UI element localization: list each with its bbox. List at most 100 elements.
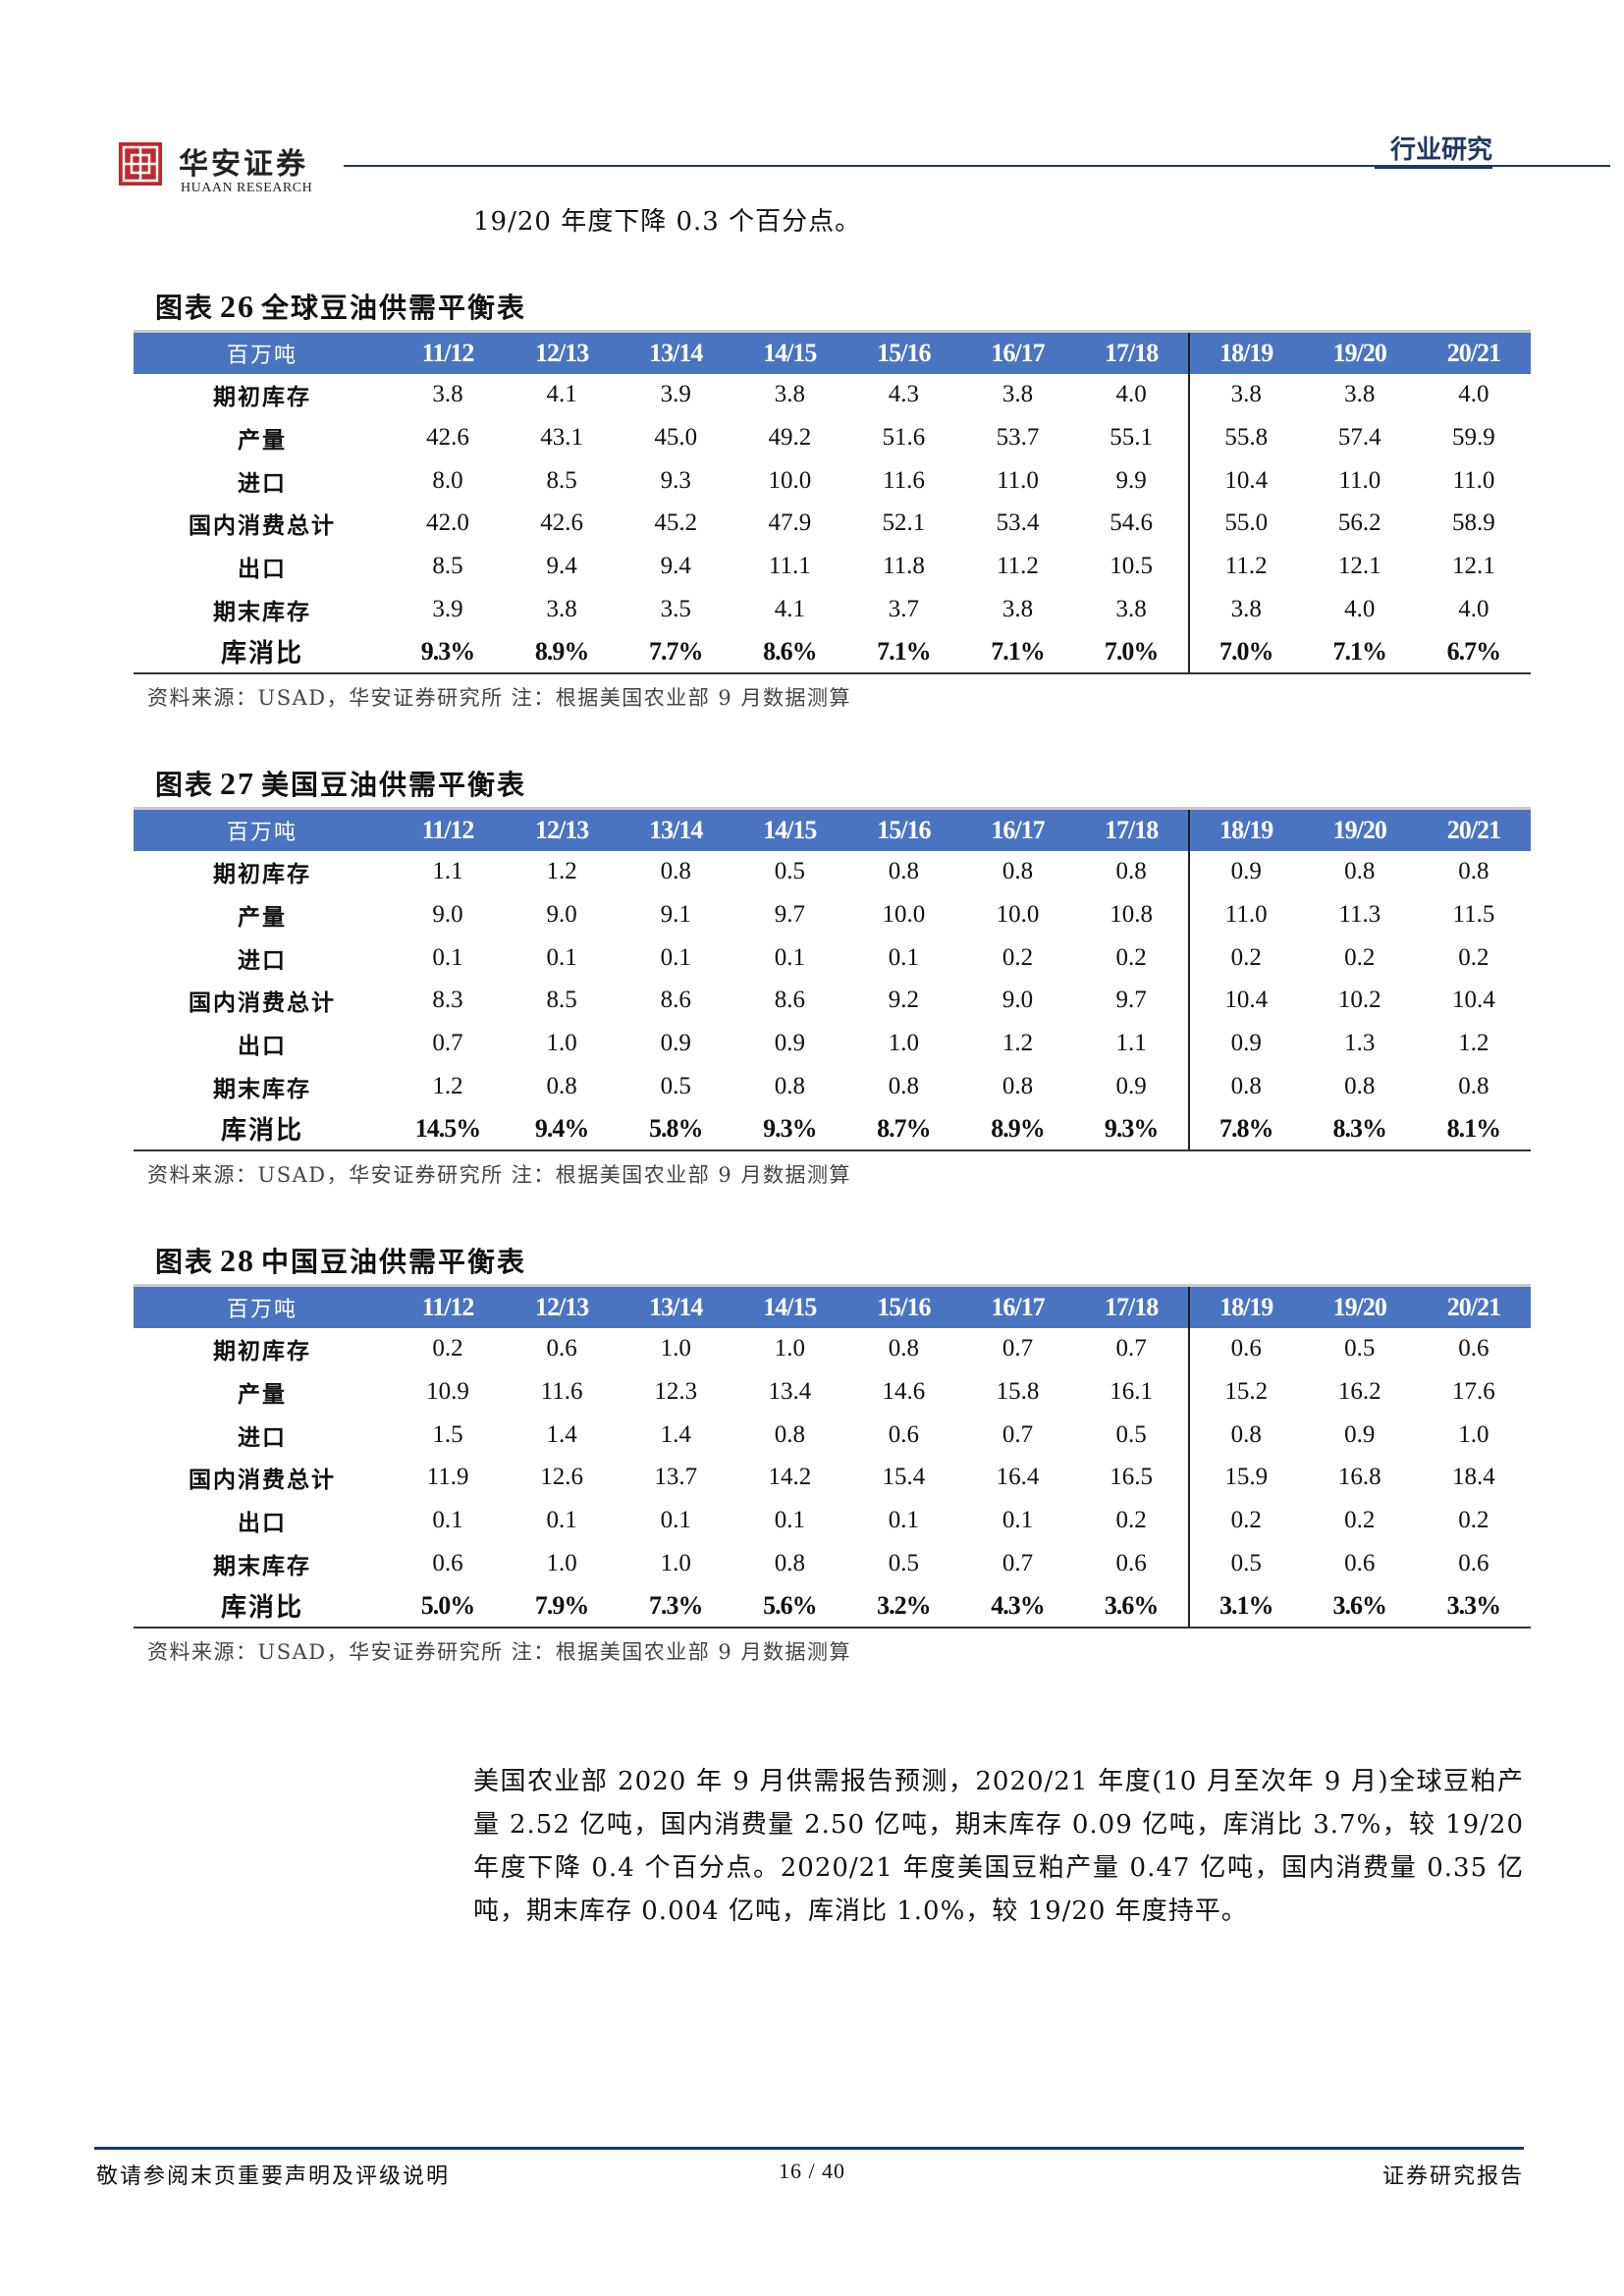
year-header: 19/20 bbox=[1302, 1284, 1417, 1328]
year-header: 17/18 bbox=[1074, 1284, 1190, 1328]
table-cell: 1.1 bbox=[432, 858, 463, 885]
table-cell: 11.6 bbox=[883, 466, 925, 494]
table-cell: 9.7 bbox=[774, 901, 805, 929]
table-cell: 11.8 bbox=[883, 553, 925, 580]
unit-header: 百万吨 bbox=[134, 807, 391, 851]
table-cell: 0.1 bbox=[774, 943, 805, 971]
table-cell: 0.5 bbox=[1230, 1549, 1262, 1576]
table-row: 出口 0.7 1.0 0.9 0.9 1.0 1.2 1.1 0.9 1.3 1.2 bbox=[134, 1022, 1531, 1065]
table-cell: 0.2 bbox=[1001, 943, 1034, 971]
year-header: 18/19 bbox=[1188, 1284, 1303, 1328]
table-cell: 3.1% bbox=[1188, 1584, 1303, 1629]
table-cell: 10.2 bbox=[1337, 987, 1381, 1014]
year-header: 17/18 bbox=[1074, 330, 1190, 374]
table-cell: 12.1 bbox=[1452, 553, 1495, 580]
table-cell: 9.4% bbox=[505, 1107, 620, 1152]
figure-label: 图表 bbox=[155, 292, 215, 324]
table-cell: 4.1 bbox=[546, 381, 577, 408]
year-header: 20/21 bbox=[1416, 1284, 1531, 1328]
table-cell: 0.2 bbox=[1230, 943, 1262, 971]
table-cell: 8.5 bbox=[546, 466, 577, 494]
row-label: 期末库存 bbox=[213, 1553, 311, 1579]
table-cell: 14.5% bbox=[391, 1107, 506, 1152]
table-row: 期末库存 1.2 0.8 0.5 0.8 0.8 0.8 0.9 0.8 0.8 0.8 bbox=[134, 1064, 1531, 1108]
table-row: 期末库存 0.6 1.0 1.0 0.8 0.5 0.7 0.6 0.5 0.6 0.6 bbox=[134, 1541, 1531, 1585]
table-cell: 9.3% bbox=[391, 630, 506, 675]
table-cell: 0.8 bbox=[774, 1549, 805, 1576]
year-header: 16/17 bbox=[960, 1284, 1075, 1328]
table-cell: 10.9 bbox=[426, 1378, 469, 1406]
table-cell: 0.2 bbox=[432, 1335, 463, 1362]
row-label: 进口 bbox=[238, 470, 287, 497]
table-cell: 0.6 bbox=[546, 1335, 577, 1362]
table-row: 产量 42.6 43.1 45.0 49.2 51.6 53.7 55.1 55.8 57.4 59… bbox=[134, 416, 1531, 459]
table-cell: 12.6 bbox=[540, 1464, 584, 1491]
year-header: 15/16 bbox=[846, 330, 961, 374]
table-cell: 0.8 bbox=[1458, 1072, 1489, 1099]
figure-title-text: 中国豆油供需平衡表 bbox=[261, 1246, 527, 1278]
year-header: 18/19 bbox=[1188, 807, 1303, 851]
table-source-note: 资料来源：USAD，华安证券研究所 注：根据美国农业部 9 月数据测算 bbox=[147, 686, 851, 711]
table-row: 出口 0.1 0.1 0.1 0.1 0.1 0.1 0.2 0.2 0.2 0.2 bbox=[134, 1499, 1531, 1542]
table-cell: 16.1 bbox=[1074, 1370, 1190, 1414]
row-label: 期初库存 bbox=[213, 385, 311, 411]
year-header: 13/14 bbox=[619, 1284, 733, 1328]
table-cell: 9.2 bbox=[888, 987, 920, 1014]
table-cell: 11.0 bbox=[1452, 466, 1495, 494]
table-cell: 0.6 bbox=[1230, 1335, 1262, 1362]
row-label: 产量 bbox=[238, 1382, 287, 1409]
year-header: 20/21 bbox=[1416, 807, 1531, 851]
table-cell: 1.2 bbox=[1458, 1030, 1489, 1057]
table-cell: 8.3% bbox=[1302, 1107, 1417, 1152]
table-cell: 1.4 bbox=[546, 1420, 577, 1448]
table-cell: 0.5 bbox=[1344, 1335, 1376, 1362]
table-cell: 0.5 bbox=[774, 858, 805, 885]
table-cell: 1.0 bbox=[546, 1030, 577, 1057]
table-cell: 4.1 bbox=[774, 595, 805, 622]
table-cell: 8.1% bbox=[1416, 1107, 1531, 1152]
body-paragraph: 美国农业部 2020 年 9 月供需报告预测，2020/21 年度(10 月至次… bbox=[473, 1767, 1524, 1926]
row-label: 库消比 bbox=[134, 1107, 391, 1152]
table-cell: 0.6 bbox=[1458, 1335, 1489, 1362]
figure-number: 28 bbox=[220, 1243, 256, 1278]
table-cell: 8.9% bbox=[960, 1107, 1075, 1152]
table-cell: 0.9 bbox=[1230, 1030, 1262, 1057]
row-label: 产量 bbox=[238, 905, 287, 932]
table-cell: 0.8 bbox=[546, 1072, 577, 1099]
table-cell: 4.0 bbox=[1458, 595, 1489, 622]
supply-demand-table: 百万吨 11/12 12/13 13/14 14/15 15/16 16/17 17/18 18… bbox=[134, 330, 1531, 675]
table-header-row: 百万吨 11/12 12/13 13/14 14/15 15/16 16/17 17/18 18… bbox=[134, 1284, 1531, 1328]
table-figure: 图表 27 美国豆油供需平衡表 百万吨 11/12 12/13 13/14 14/15 15/1… bbox=[134, 764, 1531, 1189]
table-cell: 51.6 bbox=[882, 424, 926, 452]
table-cell: 10.0 bbox=[996, 901, 1040, 929]
table-cell: 14.6 bbox=[882, 1378, 926, 1406]
supply-demand-table: 百万吨 11/12 12/13 13/14 14/15 15/16 16/17 17/18 18… bbox=[134, 1284, 1531, 1629]
year-header: 15/16 bbox=[846, 1284, 961, 1328]
table-cell: 0.1 bbox=[432, 1507, 463, 1534]
table-title: 图表 28 中国豆油供需平衡表 bbox=[134, 1241, 1531, 1284]
table-cell: 11.3 bbox=[1338, 901, 1381, 929]
row-label: 国内消费总计 bbox=[189, 1468, 336, 1494]
table-cell: 53.4 bbox=[996, 509, 1040, 537]
table-cell: 3.3% bbox=[1416, 1584, 1531, 1629]
table-cell: 0.6 bbox=[1074, 1541, 1190, 1585]
table-cell: 1.3 bbox=[1344, 1030, 1376, 1057]
table-cell: 47.9 bbox=[768, 509, 812, 537]
table-cell: 8.6 bbox=[660, 987, 691, 1014]
table-cell: 9.0 bbox=[1001, 987, 1034, 1014]
table-row: 期末库存 3.9 3.8 3.5 4.1 3.7 3.8 3.8 3.8 4.0 4.0 bbox=[134, 587, 1531, 631]
table-cell: 13.4 bbox=[768, 1378, 812, 1406]
table-cell: 8.7% bbox=[846, 1107, 961, 1152]
table-cell: 3.9 bbox=[432, 595, 463, 622]
table-cell: 9.3 bbox=[660, 466, 691, 494]
year-header: 11/12 bbox=[391, 807, 506, 851]
year-header: 13/14 bbox=[619, 807, 733, 851]
unit-header: 百万吨 bbox=[134, 330, 391, 374]
table-cell: 10.0 bbox=[882, 901, 926, 929]
table-cell: 13.7 bbox=[654, 1464, 698, 1491]
year-header: 14/15 bbox=[732, 1284, 847, 1328]
table-cell: 3.8 bbox=[1074, 587, 1190, 631]
table-cell: 54.6 bbox=[1074, 502, 1190, 546]
year-header: 19/20 bbox=[1302, 807, 1417, 851]
table-row: 进口 8.0 8.5 9.3 10.0 11.6 11.0 9.9 10.4 11.0 11.0 bbox=[134, 458, 1531, 503]
